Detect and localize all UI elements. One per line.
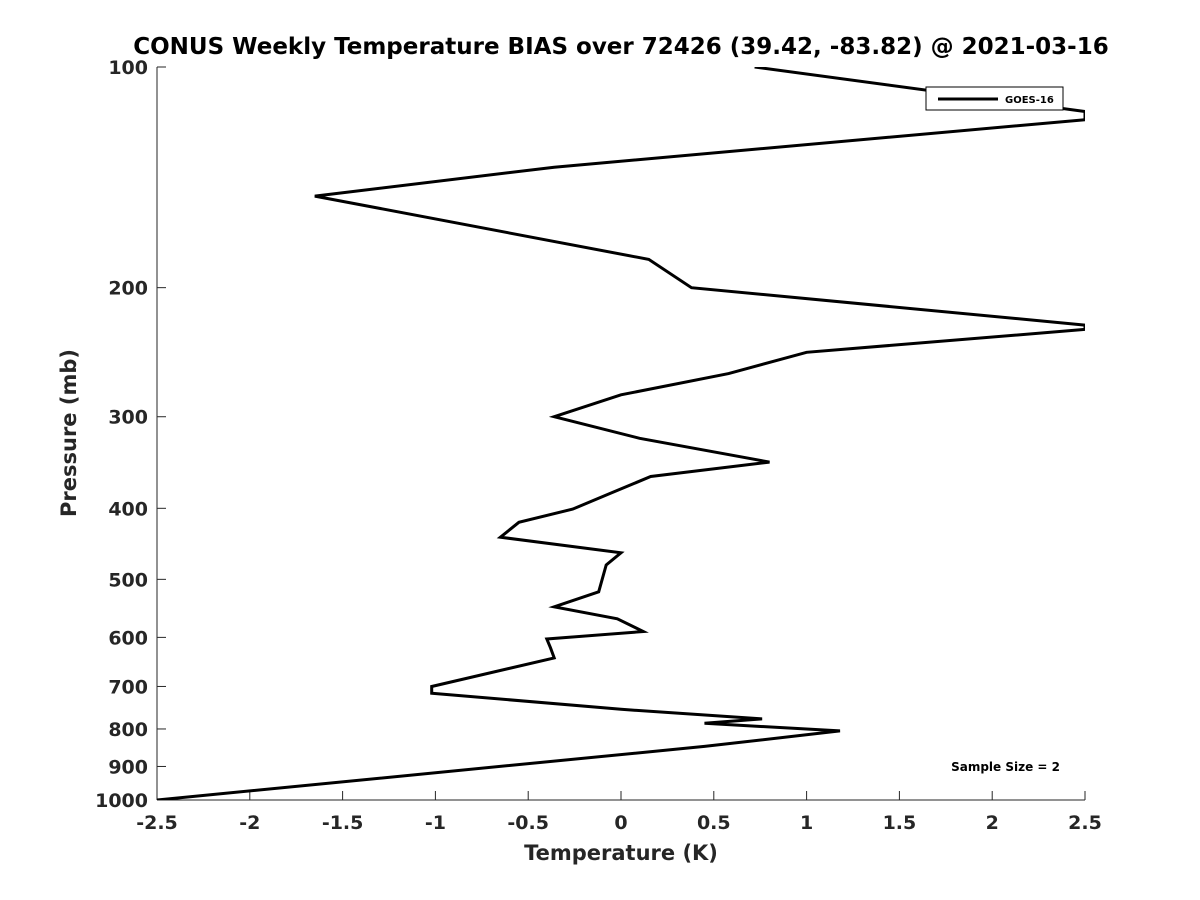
x-tick-label: 1.5 xyxy=(883,812,917,834)
y-tick-label: 900 xyxy=(108,756,148,778)
y-tick-label: 400 xyxy=(108,498,148,520)
y-tick-label: 500 xyxy=(108,569,148,591)
y-tick-label: 600 xyxy=(108,627,148,649)
x-tick-label: 0 xyxy=(614,812,627,834)
legend-label-goes-16: GOES-16 xyxy=(1005,95,1054,106)
x-tick-label: 2.5 xyxy=(1068,812,1102,834)
y-tick-label: 1000 xyxy=(95,790,148,812)
x-tick-label: 1 xyxy=(800,812,813,834)
x-tick-label: -2.5 xyxy=(136,812,178,834)
series-line-goes-16 xyxy=(157,67,1085,800)
y-tick-label: 700 xyxy=(108,676,148,698)
x-axis-label: Temperature (K) xyxy=(524,841,718,865)
x-tick-label: 2 xyxy=(986,812,999,834)
x-tick-label: -0.5 xyxy=(507,812,549,834)
x-tick-label: -1.5 xyxy=(322,812,364,834)
y-tick-label: 200 xyxy=(108,278,148,300)
x-axis-ticks: -2.5 -2 -1.5 -1 -0.5 0 0.5 1 1.5 2 2.5 xyxy=(136,791,1102,834)
x-tick-label: 0.5 xyxy=(697,812,731,834)
y-tick-label: 100 xyxy=(108,57,148,79)
series-layer xyxy=(157,67,1085,800)
y-tick-label: 300 xyxy=(108,407,148,429)
y-tick-label: 800 xyxy=(108,719,148,741)
sample-size-annotation: Sample Size = 2 xyxy=(951,760,1060,774)
x-tick-label: -1 xyxy=(425,812,446,834)
legend: GOES-16 xyxy=(925,86,1064,111)
y-axis-label: Pressure (mb) xyxy=(57,349,81,517)
y-axis-ticks: 100 200 300 400 500 600 700 800 900 1000 xyxy=(95,57,166,812)
chart-title: CONUS Weekly Temperature BIAS over 72426… xyxy=(133,34,1108,60)
x-tick-label: -2 xyxy=(239,812,260,834)
